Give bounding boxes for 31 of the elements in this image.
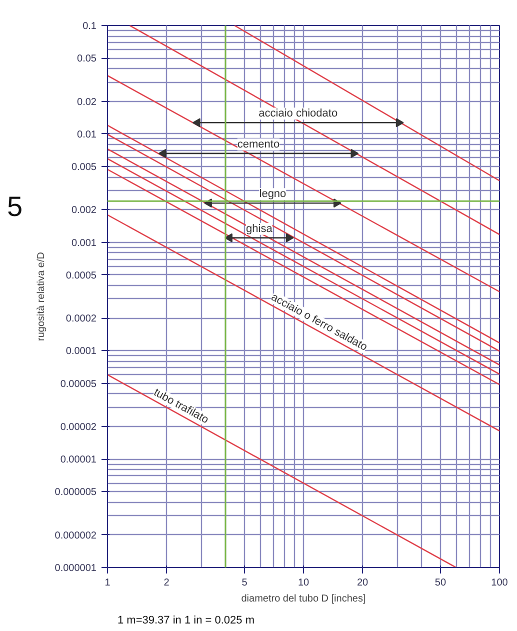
y-tick-label: 0.000002 [54, 530, 97, 542]
y-tick-label: 0.000005 [54, 487, 97, 498]
x-tick-label: 1 [104, 578, 111, 588]
x-tick-label: 5 [242, 578, 248, 588]
y-tick-label: 0.00002 [60, 422, 97, 433]
y-tick-label: 0.000001 [54, 563, 97, 574]
y-tick-label: 0.0002 [66, 314, 97, 325]
text: 5 [7, 190, 23, 224]
y-tick-label: 0.001 [71, 238, 97, 249]
text: 1 m=39.37 in 1 in = 0.025 m [118, 614, 254, 626]
y-tick-label: 0.0001 [66, 346, 97, 358]
x-tick-label: 100 [491, 578, 508, 588]
y-tick-label: 0.005 [71, 162, 97, 174]
y-tick-label: 0.0005 [66, 270, 97, 282]
y-tick-label: 0.1 [82, 21, 97, 32]
y-axis-title: rugosità relativa e/D [36, 252, 47, 341]
x-tick-label: 50 [434, 578, 446, 588]
y-tick-label: 0.00005 [60, 378, 97, 390]
y-tick-label: 0.02 [77, 96, 97, 108]
series-label: ghisa [246, 222, 274, 235]
x-axis-title: diametro del tubo D [inches] [241, 594, 366, 604]
series-label: legno [259, 188, 286, 200]
series-label: cemento [237, 138, 280, 150]
y-tick-label: 0.00001 [60, 454, 97, 466]
series-label: acciaio chiodato [258, 108, 338, 120]
x-tick-label: 10 [298, 578, 310, 588]
y-tick-label: 0.002 [71, 205, 97, 216]
x-tick-label: 20 [356, 578, 368, 588]
y-tick-label: 0.05 [77, 54, 97, 65]
x-tick-label: 2 [164, 578, 170, 588]
y-tick-label: 0.01 [77, 129, 97, 140]
